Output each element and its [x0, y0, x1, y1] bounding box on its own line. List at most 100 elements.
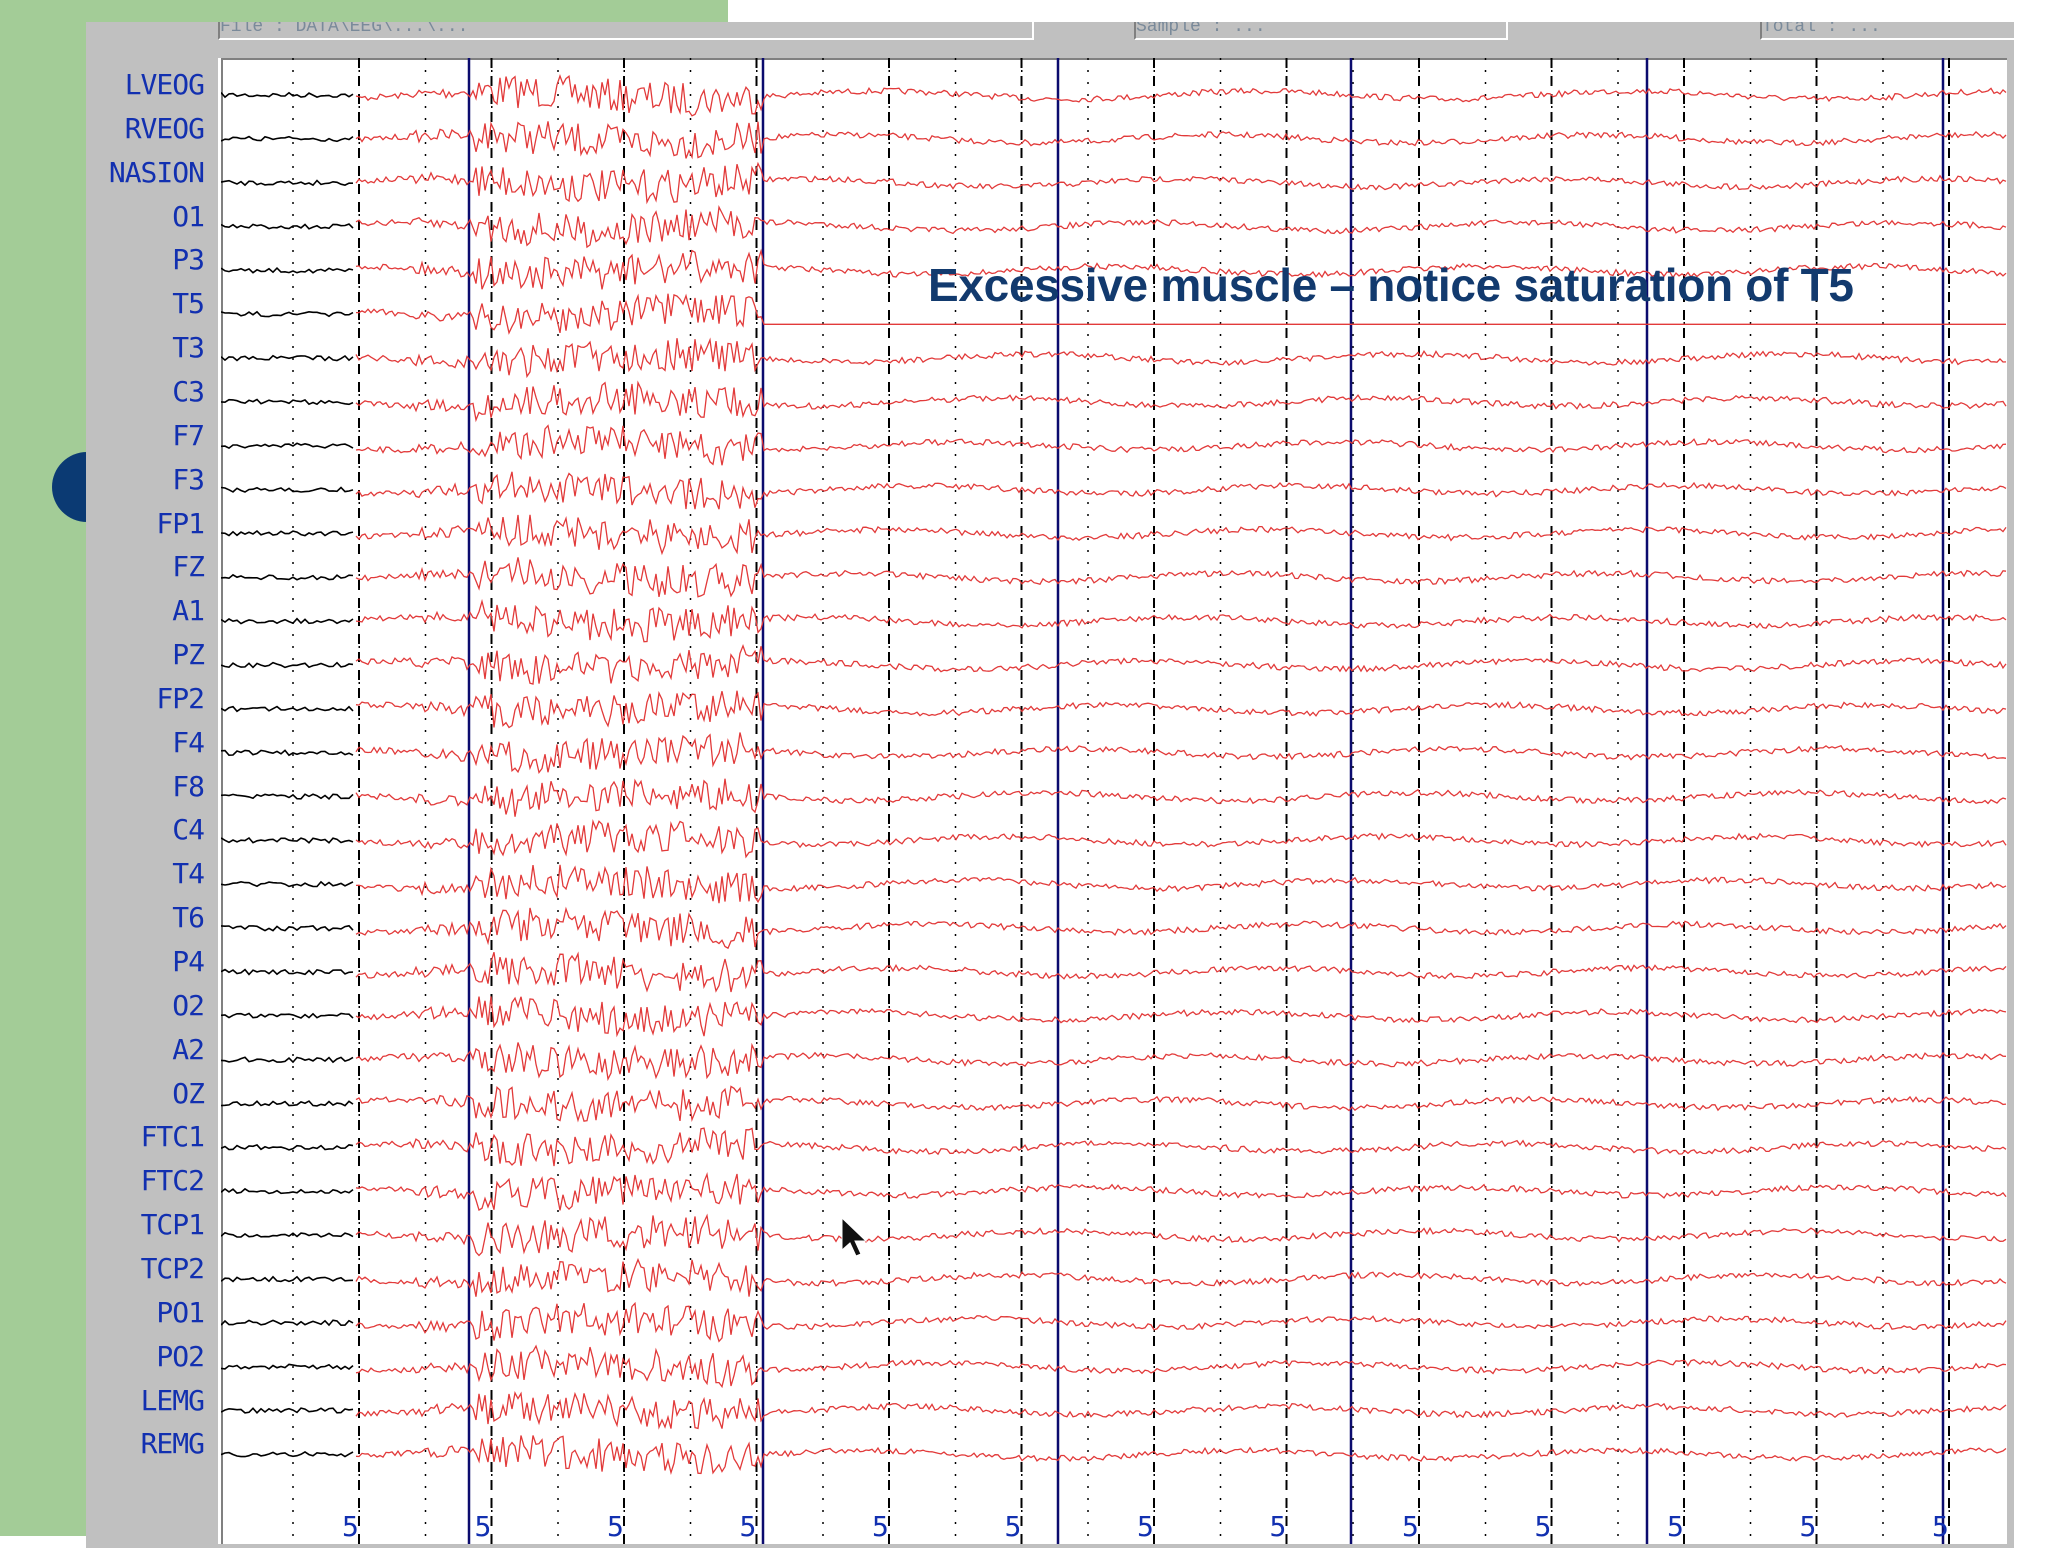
time-label: 5 [474, 1510, 492, 1543]
eeg-trace-p3 [355, 248, 2007, 290]
eeg-trace-f3 [355, 471, 2007, 510]
time-label: 5 [1269, 1510, 1287, 1543]
baseline-trace [221, 135, 354, 143]
baseline-trace [221, 1056, 354, 1064]
baseline-trace [221, 398, 354, 406]
time-label: 5 [739, 1510, 757, 1543]
channel-label-f8: F8 [172, 769, 205, 803]
eeg-trace-t6 [355, 906, 2007, 950]
eeg-trace-o1 [355, 205, 2007, 249]
baseline-trace [221, 793, 354, 801]
eeg-trace-oz [355, 1085, 2007, 1123]
channel-label-f4: F4 [172, 725, 205, 759]
baseline-trace [221, 1275, 354, 1283]
sample-field: Sample : ... [1134, 22, 1508, 40]
time-label: 5 [342, 1510, 359, 1543]
baseline-trace [221, 354, 354, 362]
channel-label-t5: T5 [172, 287, 205, 321]
eeg-trace-tcp2 [355, 1257, 2007, 1297]
channel-label-t3: T3 [172, 331, 205, 365]
baseline-trace [221, 179, 353, 187]
baseline-trace [221, 223, 354, 230]
eeg-trace-plot[interactable] [218, 58, 2007, 1544]
eeg-traces-svg [221, 58, 2007, 1544]
baseline-trace [221, 1363, 354, 1371]
eeg-trace-c3 [355, 380, 2007, 423]
channel-label-lveog: LVEOG [124, 68, 205, 101]
slide-right-edge [2014, 0, 2048, 1536]
baseline-trace [221, 1100, 354, 1107]
channel-label-po1: PO1 [156, 1295, 205, 1329]
baseline-trace [221, 836, 354, 844]
channel-label-rveog: RVEOG [124, 111, 205, 145]
baseline-trace [221, 573, 354, 581]
channel-label-fp2: FP2 [156, 681, 205, 715]
baseline-trace [221, 529, 354, 537]
channel-label-a2: A2 [172, 1032, 205, 1066]
channel-label-c4: C4 [172, 813, 205, 847]
eeg-trace-lveog [355, 74, 2007, 117]
channel-label-tcp2: TCP2 [140, 1251, 205, 1285]
channel-label-fp1: FP1 [156, 506, 205, 540]
baseline-trace [221, 310, 354, 318]
baseline-trace [221, 1143, 354, 1151]
baseline-trace [221, 1187, 354, 1195]
eeg-trace-lemg [355, 1390, 2007, 1430]
eeg-trace-ftc1 [355, 1127, 2007, 1167]
channel-label-lemg: LEMG [140, 1383, 205, 1417]
time-label: 5 [1799, 1510, 1817, 1543]
eeg-trace-a2 [355, 1042, 2007, 1082]
eeg-trace-t3 [355, 337, 2007, 379]
baseline-trace [221, 880, 354, 888]
eeg-trace-f8 [355, 778, 2007, 817]
time-label: 5 [1004, 1510, 1022, 1543]
eeg-trace-rveog [355, 121, 2007, 160]
channel-label-f7: F7 [172, 418, 205, 452]
time-label: 5 [1137, 1510, 1154, 1543]
eeg-trace-t4 [355, 864, 2007, 904]
channel-label-fz: FZ [172, 550, 205, 584]
baseline-trace [221, 1012, 354, 1019]
eeg-trace-f7 [355, 424, 2007, 466]
channel-label-o2: O2 [172, 988, 205, 1022]
eeg-trace-tcp1 [355, 1213, 2007, 1257]
eeg-trace-po2 [355, 1344, 2007, 1389]
channel-label-ftc1: FTC1 [140, 1120, 205, 1154]
channel-label-ftc2: FTC2 [140, 1164, 205, 1198]
channel-label-panel: LVEOG RVEOG NASION O1 P3 T5 T3 C3 F7 F3 FP1 FZ A1 PZ F… [86, 55, 214, 1548]
eeg-trace-nasion [355, 161, 2007, 205]
time-label: 5 [607, 1510, 624, 1543]
eeg-trace-remg [355, 1435, 2007, 1476]
baseline-trace [221, 91, 354, 99]
file-field: File : DATA\EEG\...\... [218, 22, 1034, 40]
baseline-trace [221, 1231, 354, 1238]
baseline-trace [221, 705, 354, 713]
baseline-trace [221, 266, 354, 274]
channel-label-oz: OZ [172, 1076, 205, 1110]
eeg-trace-p4 [355, 951, 2007, 993]
channel-label-t4: T4 [172, 857, 205, 891]
channel-label-p3: P3 [172, 243, 205, 277]
time-label: 5 [1534, 1510, 1552, 1543]
channel-label-f3: F3 [172, 462, 205, 496]
channel-label-tcp1: TCP1 [140, 1208, 205, 1242]
channel-label-nasion: NASION [108, 155, 205, 189]
eeg-header-bar: File : DATA\EEG\...\... Sample : ... Tot… [126, 22, 2048, 52]
baseline-trace [221, 442, 354, 450]
total-field: Total : ... [1760, 22, 2048, 40]
baseline-trace [221, 924, 354, 932]
mouse-pointer-icon [841, 1216, 868, 1257]
baseline-trace [221, 968, 354, 976]
time-label: 5 [1402, 1510, 1419, 1543]
baseline-trace [221, 661, 354, 669]
channel-label-p4: P4 [172, 945, 205, 978]
eeg-trace-t5 [356, 293, 2006, 335]
eeg-trace-a1 [355, 598, 2007, 643]
eeg-trace-fp1 [355, 514, 2007, 556]
time-label: 5 [872, 1510, 889, 1543]
eeg-trace-po1 [355, 1301, 2007, 1343]
channel-label-t6: T6 [172, 901, 205, 935]
baseline-trace [221, 486, 354, 493]
eeg-trace-pz [355, 644, 2007, 685]
eeg-trace-ftc2 [355, 1172, 2007, 1211]
